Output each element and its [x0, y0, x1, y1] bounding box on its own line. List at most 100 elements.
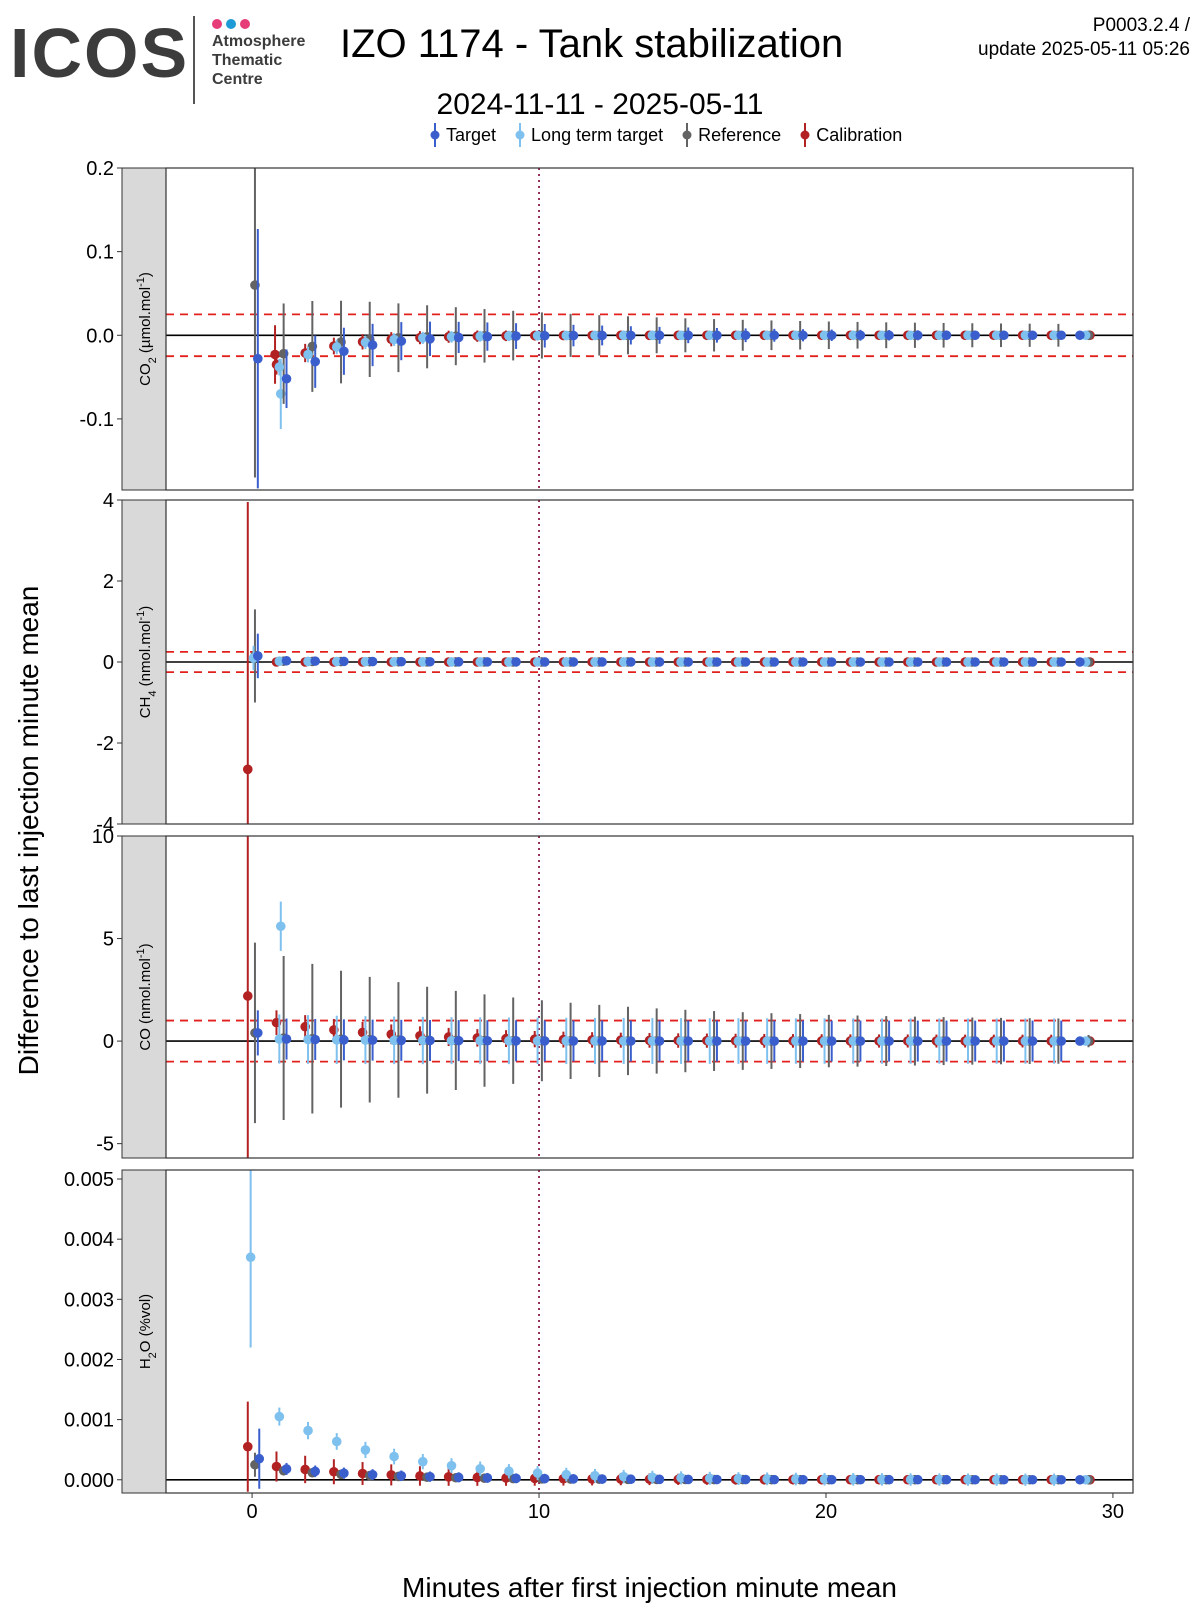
data-point	[339, 1035, 349, 1045]
data-point	[1049, 1036, 1059, 1046]
data-point	[539, 1473, 550, 1484]
legend-marker-icon	[515, 123, 525, 147]
data-point	[626, 330, 636, 341]
data-point	[482, 331, 493, 342]
logo-subtitle-line: Thematic	[212, 52, 283, 69]
facet-label-unit: O (%vol)	[137, 1294, 154, 1352]
y-tick-label: 0.2	[86, 158, 114, 180]
data-point	[568, 657, 579, 667]
data-point	[504, 657, 514, 667]
data-point	[453, 332, 464, 343]
data-point	[798, 1474, 808, 1485]
data-point	[339, 346, 349, 357]
legend-label: Long term target	[531, 124, 664, 145]
data-point	[826, 330, 837, 341]
data-point	[1049, 330, 1059, 341]
data-point	[626, 657, 636, 667]
legend-marker-icon	[682, 123, 692, 147]
data-point	[425, 1035, 435, 1046]
data-point	[418, 657, 428, 667]
data-point	[905, 1474, 916, 1485]
data-point	[912, 330, 923, 341]
data-point	[415, 1471, 425, 1481]
data-point	[941, 330, 952, 341]
data-point	[712, 330, 722, 341]
data-point	[568, 1474, 579, 1484]
data-point	[561, 1469, 572, 1480]
data-point	[360, 656, 371, 667]
data-point	[676, 1036, 686, 1046]
y-tick-label: 0.001	[64, 1410, 114, 1432]
facet-label: H2O (%vol)	[137, 1294, 159, 1369]
data-point	[1049, 657, 1059, 667]
data-point	[704, 1473, 715, 1484]
data-point	[848, 1036, 859, 1046]
facet-label-end: )	[137, 606, 154, 611]
facet-strip	[121, 167, 167, 491]
data-point	[253, 651, 263, 661]
data-point	[877, 657, 887, 667]
data-point	[475, 1035, 486, 1046]
data-point	[242, 1441, 253, 1452]
data-point	[446, 1460, 457, 1471]
data-point	[848, 1474, 859, 1485]
logo-dots	[212, 16, 254, 34]
data-point	[597, 1474, 607, 1484]
data-point	[339, 1468, 349, 1479]
data-point	[991, 1036, 1002, 1046]
data-point	[590, 657, 600, 667]
data-point	[504, 331, 514, 341]
facet-label-main: CH	[137, 697, 154, 719]
data-point	[274, 1034, 285, 1044]
data-point	[762, 330, 772, 341]
facet-label-end: )	[137, 272, 154, 277]
logo-subtitle: Atmosphere Thematic Centre	[212, 32, 305, 89]
data-point	[1020, 1036, 1031, 1046]
data-point	[654, 657, 665, 667]
facet-label-superscript: -1	[135, 277, 147, 287]
y-tick-label: 0.1	[86, 242, 114, 264]
facet-strip	[121, 499, 167, 825]
data-point	[970, 657, 980, 667]
data-point	[539, 657, 550, 667]
data-point	[654, 1474, 665, 1485]
data-point	[568, 1036, 579, 1046]
data-point	[991, 1474, 1002, 1485]
data-point	[303, 656, 313, 667]
data-point	[482, 1035, 493, 1046]
data-point	[826, 1036, 837, 1046]
logo-subtitle-line: Centre	[212, 71, 263, 88]
data-point	[647, 1036, 658, 1046]
x-tick-label: 10	[528, 1501, 550, 1523]
data-point	[242, 991, 253, 1001]
data-point	[389, 1451, 399, 1462]
x-tick-label: 30	[1102, 1501, 1124, 1523]
data-point	[568, 330, 579, 341]
data-point	[475, 657, 486, 667]
data-point	[482, 657, 493, 667]
data-point	[762, 1036, 772, 1046]
data-point	[532, 1468, 543, 1478]
facet-label-main: CO	[137, 1028, 154, 1051]
legend-marker-icon	[430, 123, 440, 147]
data-point	[1075, 1474, 1085, 1485]
facet-strip	[121, 1169, 167, 1494]
data-point	[310, 356, 321, 367]
data-point	[819, 1474, 830, 1485]
data-point	[1056, 1036, 1067, 1046]
data-point	[425, 334, 435, 344]
legend-label: Calibration	[816, 124, 903, 145]
data-point	[418, 1035, 428, 1046]
data-point	[389, 656, 399, 667]
data-point	[561, 330, 572, 341]
data-point	[504, 1466, 514, 1477]
data-point	[253, 1028, 263, 1038]
data-point	[386, 1470, 397, 1480]
data-point	[281, 1034, 292, 1044]
y-tick-label: 0.002	[64, 1349, 114, 1371]
x-tick-label: 20	[815, 1501, 837, 1523]
data-point	[999, 1036, 1009, 1046]
data-point	[647, 330, 658, 341]
data-point	[418, 333, 428, 343]
y-tick-label: -4	[96, 814, 114, 836]
